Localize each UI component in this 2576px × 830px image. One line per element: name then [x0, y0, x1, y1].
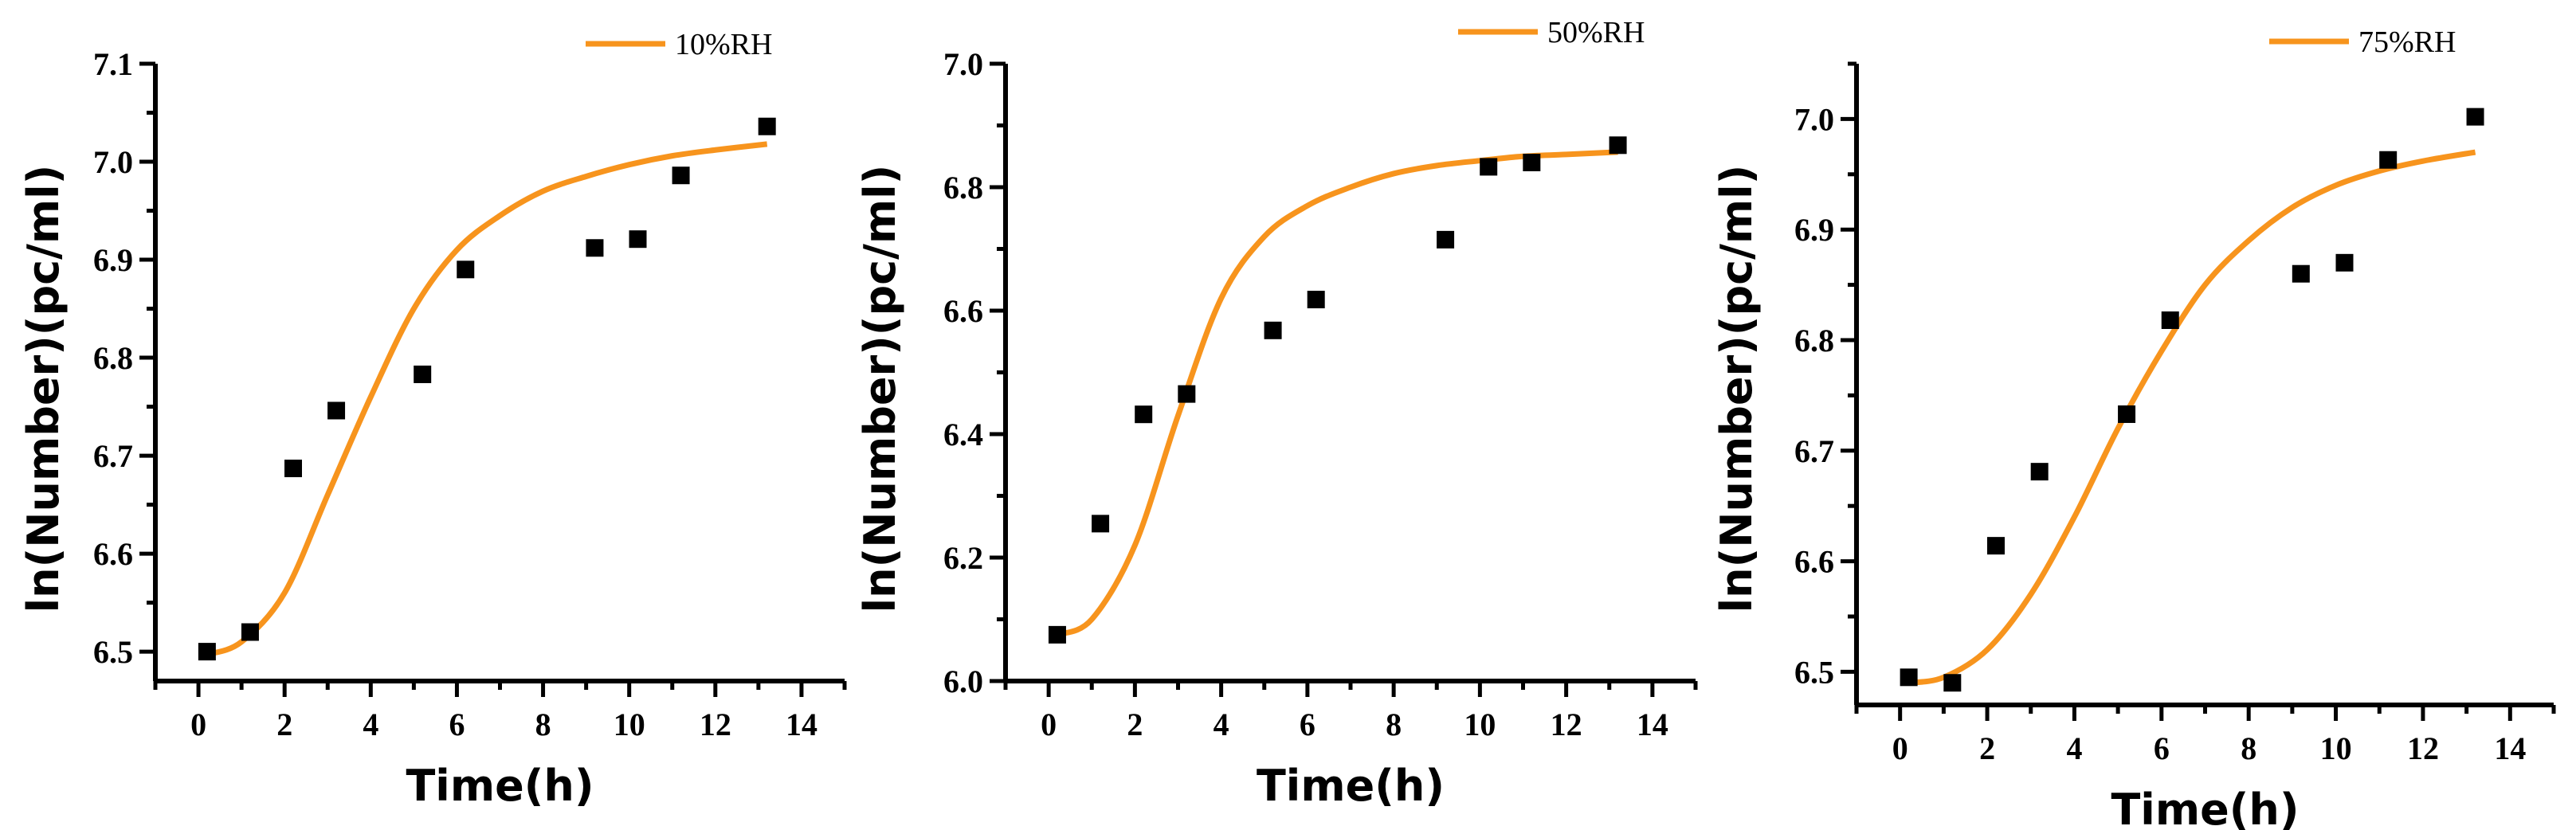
- data-point: [1523, 154, 1541, 171]
- x-tick-label: 8: [535, 707, 551, 742]
- chart-panel-2: 0 2 4 6 8 10 12 14 6.0 6.2 6.4 6.6 6.8 7.0 Time(h) ln(N…: [855, 16, 1698, 811]
- data-point: [672, 166, 690, 185]
- y-tick-label: 6.9: [1794, 212, 1834, 248]
- data-point: [1480, 158, 1498, 176]
- x-tick-label: 8: [2241, 730, 2256, 766]
- legend-label: 75%RH: [2358, 25, 2456, 59]
- data-point: [1437, 230, 1455, 249]
- data-point: [2161, 311, 2179, 329]
- x-tick-label: 8: [1386, 707, 1402, 742]
- x-tick-label: 2: [1979, 730, 1995, 766]
- x-tick-label: 0: [1892, 730, 1908, 766]
- x-tick-label: 2: [1127, 707, 1143, 742]
- x-tick-label: 4: [363, 707, 378, 742]
- y-tick-label: 6.6: [93, 536, 133, 572]
- x-tick-label: 14: [1637, 707, 1668, 742]
- data-point: [2379, 151, 2398, 169]
- y-axis-title: ln(Number)(pc/ml): [1711, 165, 1762, 613]
- x-tick-label: 14: [786, 707, 817, 742]
- y-tick-label: 6.6: [1794, 544, 1834, 580]
- y-tick-label: 6.7: [93, 438, 133, 474]
- y-axis-title: ln(Number)(pc/ml): [18, 165, 69, 613]
- data-point: [1048, 625, 1066, 644]
- data-point: [1943, 674, 1962, 692]
- y-tick-label: 6.9: [93, 242, 133, 278]
- data-point: [1900, 668, 1918, 687]
- y-tick-label: 7.0: [93, 144, 133, 180]
- data-point: [1987, 537, 2005, 555]
- data-point: [629, 230, 647, 249]
- data-point: [2466, 108, 2484, 126]
- x-tick-label: 0: [190, 707, 206, 742]
- chart-panel-1: 0 2 4 6 8 10 12 14 6.5 6.6 6.7 6.8 6.9 7.0 7.1 Time(h) l…: [18, 28, 847, 811]
- y-tick-label: 6.4: [943, 417, 983, 452]
- x-tick-label: 12: [2407, 730, 2439, 766]
- data-point: [758, 117, 776, 135]
- x-axis-title: Time(h): [406, 761, 594, 811]
- x-tick-label: 12: [1551, 707, 1582, 742]
- x-tick-label: 4: [1214, 707, 1229, 742]
- x-tick-label: 6: [2154, 730, 2170, 766]
- y-tick-label: 6.6: [943, 293, 983, 329]
- data-point: [1264, 321, 1282, 339]
- data-point: [1307, 291, 1325, 309]
- data-point: [198, 643, 216, 661]
- data-point: [2335, 253, 2354, 272]
- y-tick-label: 6.8: [943, 170, 983, 206]
- data-point: [1178, 385, 1196, 403]
- chart-panel-3: 0 2 4 6 8 10 12 14 6.5 6.6 6.7 6.8 6.9 7.0 Time(h) ln(N…: [1711, 25, 2556, 830]
- data-point: [1092, 515, 1110, 533]
- data-point: [2118, 405, 2136, 423]
- data-point: [2030, 463, 2049, 481]
- y-tick-label: 6.2: [943, 540, 983, 576]
- x-tick-label: 14: [2494, 730, 2526, 766]
- y-tick-label: 6.8: [93, 340, 133, 376]
- y-tick-label: 6.7: [1794, 433, 1834, 469]
- data-point: [2292, 264, 2310, 283]
- legend-label: 50%RH: [1547, 16, 1645, 49]
- data-point: [1609, 136, 1627, 155]
- y-tick-label: 6.5: [1794, 654, 1834, 690]
- y-tick-label: 6.0: [943, 664, 983, 699]
- y-tick-label: 7.1: [93, 46, 133, 82]
- data-point: [1135, 405, 1153, 424]
- x-tick-label: 6: [449, 707, 465, 742]
- y-tick-label: 7.0: [943, 46, 983, 82]
- data-point: [241, 623, 259, 641]
- legend-label: 10%RH: [675, 28, 772, 61]
- y-tick-label: 7.0: [1794, 101, 1834, 137]
- x-tick-label: 2: [276, 707, 292, 742]
- x-tick-label: 12: [700, 707, 731, 742]
- y-tick-label: 6.8: [1794, 323, 1834, 358]
- data-point: [586, 239, 604, 257]
- y-tick-label: 6.5: [93, 634, 133, 670]
- x-tick-label: 6: [1300, 707, 1315, 742]
- x-tick-label: 10: [2320, 730, 2352, 766]
- fit-curve-75%RH: [1908, 149, 2476, 686]
- fit-curve-50%RH: [1056, 149, 1618, 638]
- x-tick-label: 10: [1464, 707, 1496, 742]
- x-tick-label: 0: [1041, 707, 1057, 742]
- data-point: [457, 260, 475, 279]
- x-tick-label: 10: [614, 707, 645, 742]
- data-point: [327, 401, 346, 420]
- x-axis-title: Time(h): [1257, 761, 1445, 811]
- x-tick-label: 4: [2066, 730, 2082, 766]
- data-point: [414, 365, 432, 383]
- data-point: [284, 460, 302, 478]
- x-axis-title: Time(h): [2111, 785, 2299, 830]
- y-axis-title: ln(Number)(pc/ml): [855, 165, 905, 613]
- fit-curve-10%RH: [206, 141, 768, 658]
